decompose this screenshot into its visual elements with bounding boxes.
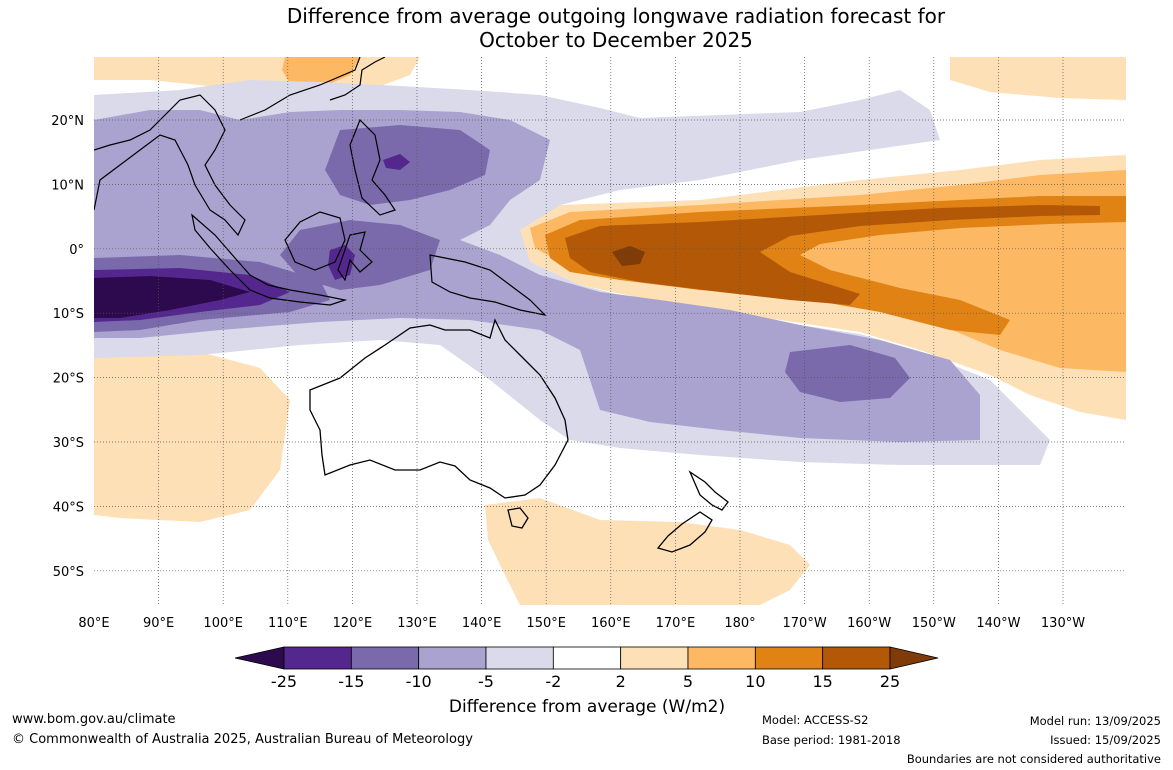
anomaly-region-maritime-medium-purple (325, 125, 490, 205)
colorbar-bin (754, 646, 824, 670)
longitude-tick-label: 160°E (591, 616, 631, 631)
anomaly-region-pacific-darkest (612, 246, 645, 266)
latitude-tick-label: 10°N (51, 178, 84, 193)
colorbar-bin (418, 646, 487, 670)
colorbar-bin (485, 646, 554, 670)
colorbar-bin (687, 646, 756, 670)
philippines-coastline (349, 118, 396, 216)
colorbar-tick-label: 15 (812, 672, 832, 691)
longitude-tick-label: 150°E (526, 616, 566, 631)
map-gridlines (94, 57, 1126, 605)
footer-issued: Issued: 15/09/2025 (1050, 733, 1161, 747)
colorbar-bin (620, 646, 689, 670)
anomaly-region-io-darkest-purple (94, 276, 250, 318)
longitude-tick-label: 100°E (203, 616, 243, 631)
longitude-tick-label: 130°W (1041, 616, 1085, 631)
colorbar-arrow-high (889, 646, 939, 670)
latitude-tick-label: 20°N (51, 114, 84, 129)
anomaly-region-indonesia-purple (280, 220, 440, 290)
colorbar-bin (822, 646, 891, 670)
anomaly-region-maritime-purple (94, 110, 980, 442)
latitude-tick-label: 50°S (53, 565, 84, 580)
colorbar: -25 -15 -10 -5 -2 2 5 10 15 25 (234, 646, 939, 691)
asia-coastline (94, 57, 361, 237)
colorbar-tick-label: 2 (616, 672, 626, 691)
new-zealand-coastline (656, 470, 729, 553)
anomaly-region-south-orange (485, 498, 810, 605)
japan-coastline (329, 57, 386, 101)
colorbar-tick-label: -25 (271, 672, 297, 691)
colorbar-bin (552, 646, 622, 670)
colorbar-tick-label: 25 (880, 672, 900, 691)
latitude-tick-label: 0° (69, 243, 84, 258)
footer-base-period: Base period: 1981-2018 (762, 733, 901, 747)
colorbar-title: Difference from average (W/m2) (449, 697, 725, 717)
longitude-tick-label: 140°W (976, 616, 1020, 631)
sulawesi-coastline (337, 231, 373, 282)
sumatra-java-coastline (191, 213, 348, 306)
footer-url: www.bom.gov.au/climate (12, 712, 176, 727)
footer-model: Model: ACCESS-S2 (762, 713, 869, 727)
colorbar-tick-label: 10 (745, 672, 765, 691)
latitude-tick-label: 20°S (53, 372, 84, 387)
footer-copyright: © Commonwealth of Australia 2025, Austra… (12, 732, 473, 747)
footer-disclaimer: Boundaries are not considered authoritat… (906, 752, 1161, 766)
colorbar-arrow-low (234, 646, 285, 670)
longitude-labels: 80°E 90°E 100°E 110°E 120°E 130°E 140°E 150°E 16… (78, 616, 1085, 631)
colorbar-tick-label: -10 (406, 672, 432, 691)
latitude-labels: 20°N 10°N 0° 10°S 20°S 30°S 40°S 50°S (51, 114, 84, 580)
colorbar-tick-label: -15 (338, 672, 364, 691)
colorbar-bin (283, 646, 352, 670)
longitude-tick-label: 170°W (783, 616, 827, 631)
longitude-tick-label: 170°E (656, 616, 696, 631)
png-coastline (429, 254, 547, 316)
longitude-tick-label: 150°W (912, 616, 956, 631)
longitude-tick-label: 80°E (78, 616, 109, 631)
colorbar-tick-label: -2 (545, 672, 561, 691)
footer-model-run: Model run: 13/09/2025 (1029, 714, 1161, 728)
anomaly-region-pacific-brown (565, 205, 1100, 305)
longitude-tick-label: 110°E (268, 616, 308, 631)
longitude-tick-label: 160°W (847, 616, 891, 631)
anomaly-region-sw-orange (94, 350, 290, 522)
borneo-coastline (284, 211, 346, 271)
longitude-tick-label: 120°E (333, 616, 373, 631)
colorbar-tick-label: -5 (478, 672, 494, 691)
title-line-1: Difference from average outgoing longwav… (286, 4, 946, 28)
longitude-tick-label: 130°E (397, 616, 437, 631)
latitude-tick-label: 40°S (53, 500, 84, 515)
anomaly-field (94, 57, 1126, 605)
title-line-2: October to December 2025 (479, 28, 753, 52)
map-title: Difference from average outgoing longwav… (0, 4, 1173, 52)
colorbar-bin (350, 646, 420, 670)
anomaly-region-sulawesi-deep-purple (328, 245, 355, 280)
anomaly-region-ne-orange (950, 57, 1126, 100)
colorbar-tick-label: 5 (683, 672, 693, 691)
longitude-tick-label: 180° (724, 616, 755, 631)
anomaly-region-south-pacific-purple (785, 345, 910, 402)
anomaly-region-north-orange-medium (282, 57, 360, 88)
longitude-tick-label: 140°E (462, 616, 502, 631)
anomaly-region-philippines-deep-purple (383, 154, 410, 170)
latitude-tick-label: 30°S (53, 436, 84, 451)
longitude-tick-label: 90°E (143, 616, 174, 631)
australia-coastline (309, 318, 569, 499)
tasmania-coastline (507, 507, 529, 529)
latitude-tick-label: 10°S (53, 307, 84, 322)
